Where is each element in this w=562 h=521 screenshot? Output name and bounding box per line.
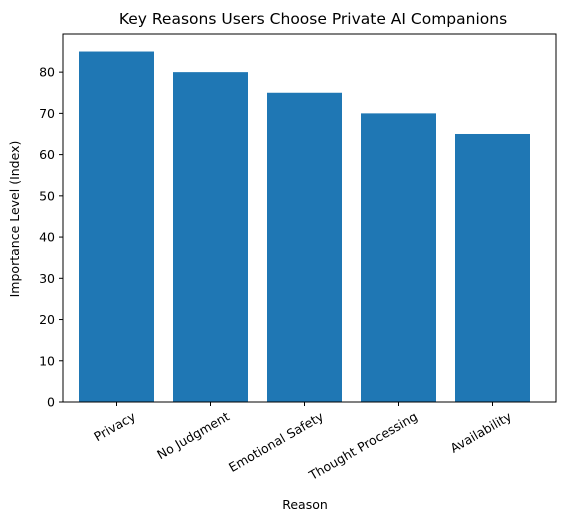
x-tick-label: Emotional Safety bbox=[226, 408, 326, 475]
bar-no-judgment bbox=[173, 72, 248, 403]
bar-availability bbox=[455, 133, 530, 402]
x-tick-label: Privacy bbox=[91, 408, 138, 444]
x-tick-label: No Judgment bbox=[154, 409, 232, 463]
x-axis-label: Reason bbox=[282, 497, 328, 512]
y-tick-label: 0 bbox=[47, 395, 55, 410]
y-tick-label: 10 bbox=[39, 353, 55, 368]
chart-title: Key Reasons Users Choose Private AI Comp… bbox=[119, 10, 507, 28]
bar-privacy bbox=[79, 51, 154, 403]
y-tick-label: 50 bbox=[39, 188, 55, 203]
y-tick-label: 40 bbox=[39, 230, 55, 245]
bars-group bbox=[79, 51, 530, 403]
plot-frame bbox=[62, 33, 557, 403]
y-tick-label: 20 bbox=[39, 312, 55, 327]
y-axis-label: Importance Level (Index) bbox=[7, 141, 22, 298]
y-tick-label: 70 bbox=[39, 106, 55, 121]
y-tick-label: 30 bbox=[39, 271, 55, 286]
bar-emotional-safety bbox=[267, 92, 342, 403]
bar-thought-processing bbox=[361, 113, 436, 402]
y-tick-label: 80 bbox=[39, 65, 55, 80]
x-tick-label: Availability bbox=[447, 408, 514, 455]
y-tick-label: 60 bbox=[39, 147, 55, 162]
y-axis-ticks: 0 10 20 30 40 50 60 70 80 bbox=[39, 65, 63, 410]
